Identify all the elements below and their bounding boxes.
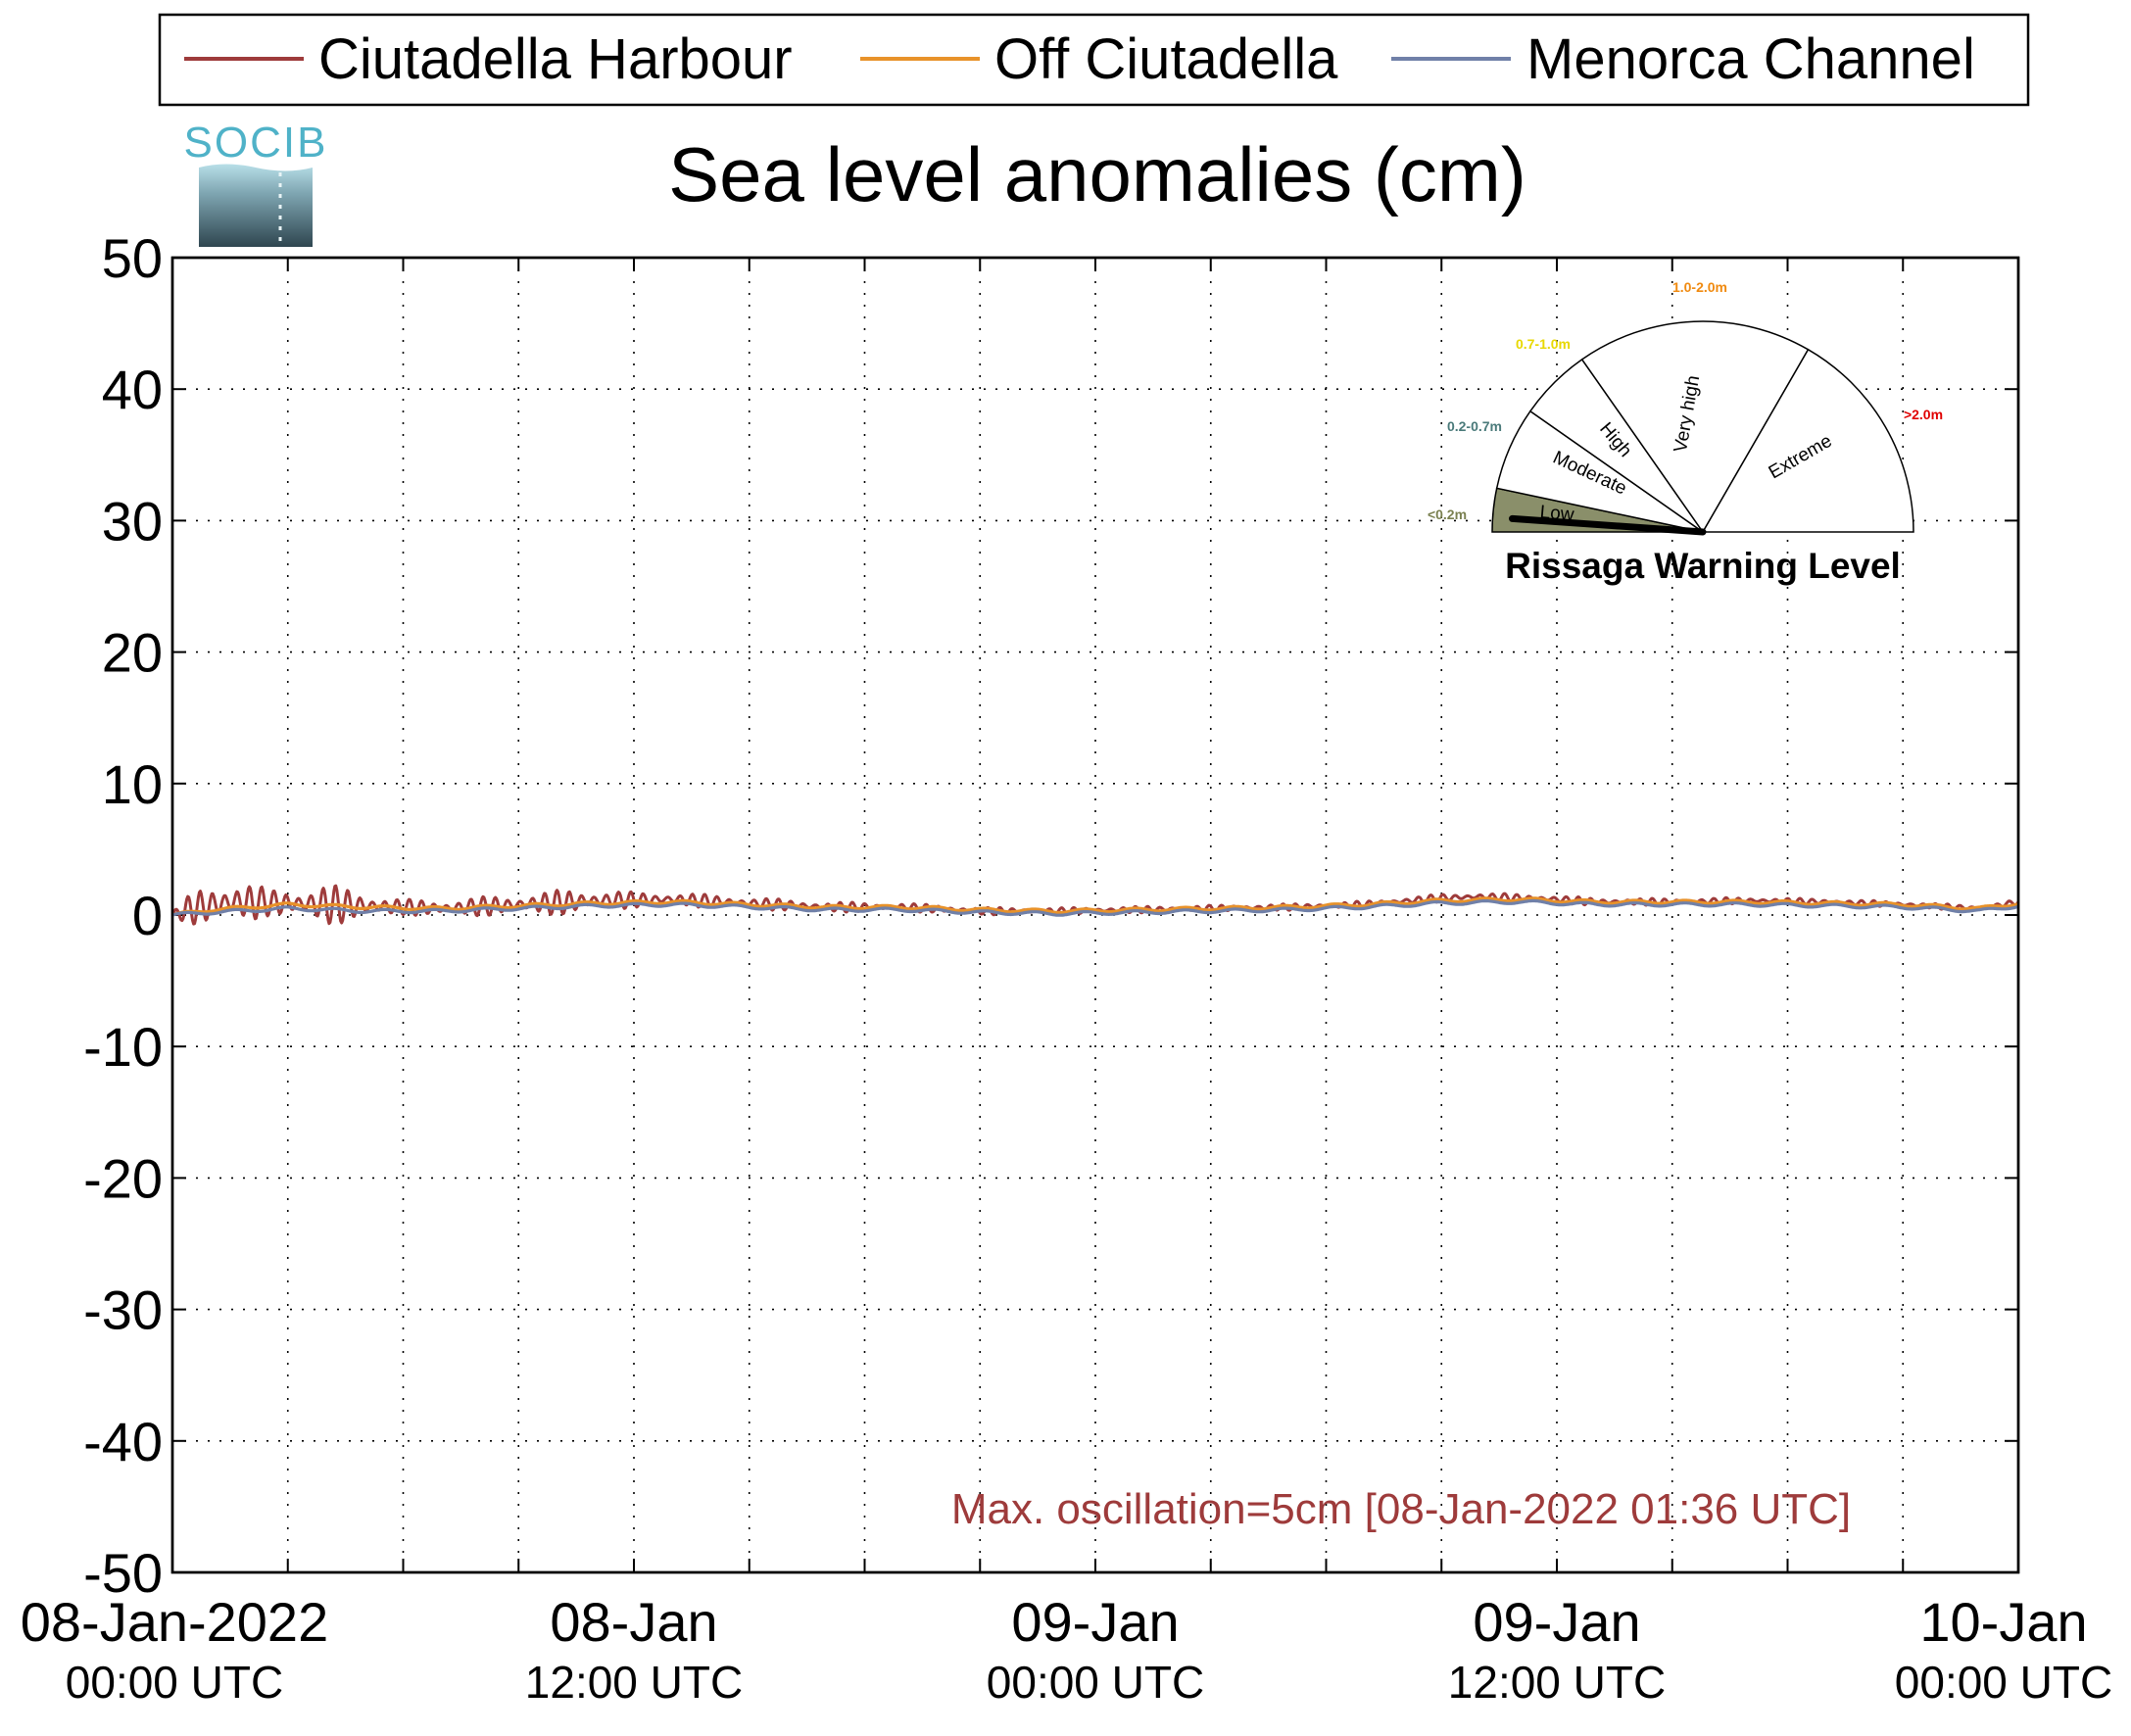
gauge-needle [1509, 514, 1707, 536]
x-tick-label-date: 09-Jan [1011, 1591, 1179, 1653]
y-axis-labels: 50 40 30 20 10 0 -10 -20 -30 -40 -50 [83, 227, 163, 1604]
gauge-range-label: >2.0m [1904, 407, 1943, 422]
x-tick-label-date: 08-Jan-2022 [21, 1591, 328, 1653]
gauge-range-label: <0.2m [1428, 506, 1467, 522]
gauge-sector-very-high [1580, 320, 1810, 534]
y-tick-label: 40 [102, 359, 163, 420]
x-tick-label-time: 00:00 UTC [987, 1657, 1204, 1708]
x-tick-label-date: 10-Jan [1919, 1591, 2087, 1653]
max-oscillation-annotation: Max. oscillation=5cm [08-Jan-2022 01:36 … [951, 1485, 1851, 1533]
x-tick-label-time: 12:00 UTC [1448, 1657, 1666, 1708]
x-tick-label-date: 08-Jan [550, 1591, 717, 1653]
x-tick-label-time: 00:00 UTC [1895, 1657, 2112, 1708]
x-tick-label-time: 00:00 UTC [66, 1657, 283, 1708]
gauge-range-label: 0.2-0.7m [1447, 418, 1502, 434]
y-tick-label: -10 [83, 1016, 163, 1078]
y-tick-label: 10 [102, 753, 163, 815]
y-tick-label: 50 [102, 227, 163, 289]
socib-logo: SOCIB [184, 119, 328, 247]
gauge-title: Rissaga Warning Level [1505, 546, 1901, 586]
legend-box [158, 13, 2030, 107]
gauge-sector-extreme [1701, 348, 1914, 533]
y-tick-label: 30 [102, 490, 163, 552]
series-line-off-ciutadella [171, 896, 2019, 917]
series-layer [170, 884, 2020, 926]
x-tick-label-time: 12:00 UTC [525, 1657, 743, 1708]
chart-title: Sea level anomalies (cm) [668, 131, 1526, 217]
logo-text: SOCIB [184, 119, 328, 167]
y-tick-label: -50 [83, 1542, 163, 1604]
y-tick-label: -20 [83, 1147, 163, 1209]
grid [172, 258, 2018, 1572]
legend-label: Ciutadella Harbour [318, 27, 793, 91]
y-tick-label: 20 [102, 622, 163, 684]
y-tick-label: -30 [83, 1279, 163, 1341]
legend: Ciutadella Harbour Off Ciutadella Menorca … [158, 13, 2030, 107]
gauge-range-label: 1.0-2.0m [1672, 279, 1727, 295]
series-line-menorca-channel [171, 898, 2019, 917]
plot-area [170, 256, 2020, 1574]
y-tick-label: 0 [132, 885, 163, 946]
plot-border [170, 256, 2020, 1574]
x-tick-label-date: 09-Jan [1473, 1591, 1640, 1653]
gauge-range-label: 0.7-1.0m [1516, 336, 1571, 352]
legend-label: Menorca Channel [1526, 27, 1975, 91]
legend-label: Off Ciutadella [994, 27, 1338, 91]
logo-wave-block [199, 164, 313, 247]
y-tick-label: -40 [83, 1411, 163, 1472]
